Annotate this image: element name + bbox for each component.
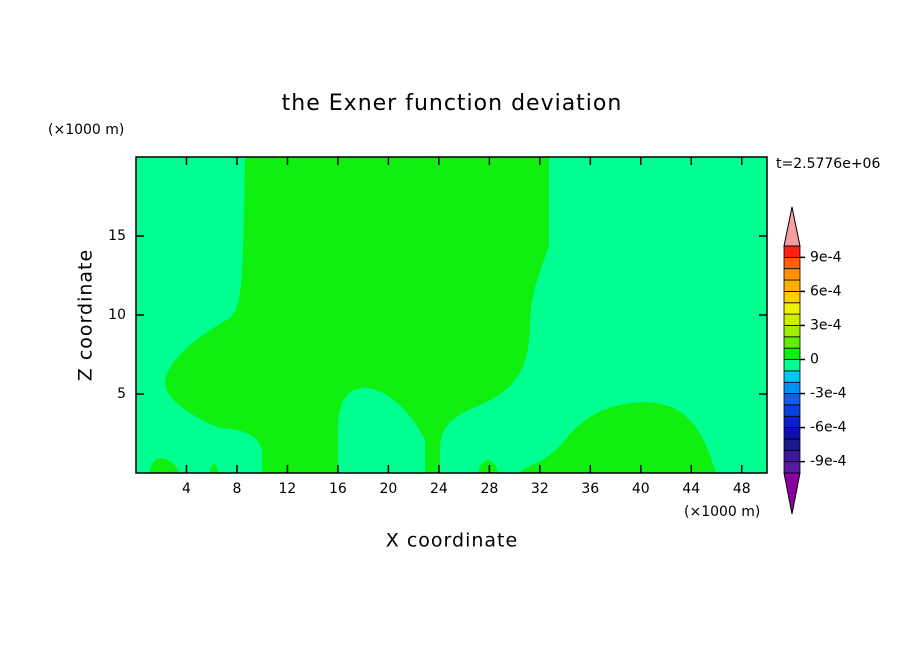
- time-label: t=2.5776e+06: [776, 156, 880, 172]
- colorbar-bin: [783, 438, 801, 451]
- colorbar-bin: [783, 245, 801, 258]
- x-tick-label: 16: [329, 481, 347, 497]
- x-tick-label: 24: [430, 481, 448, 497]
- x-tick-label: 48: [733, 481, 751, 497]
- colorbar-bin: [783, 461, 801, 474]
- contour-region: [210, 463, 218, 473]
- colorbar-bin: [783, 404, 801, 417]
- x-unit: (×1000 m): [684, 504, 760, 520]
- colorbar-bin: [783, 268, 801, 281]
- colorbar-tick-label: 9e-4: [810, 249, 842, 265]
- x-axis-label: X coordinate: [386, 530, 518, 552]
- x-tick-label: 44: [682, 481, 700, 497]
- colorbar-tick-label: -3e-4: [810, 386, 847, 402]
- y-axis-label: Z coordinate: [75, 249, 97, 381]
- y-unit: (×1000 m): [48, 122, 124, 138]
- colorbar-bin: [783, 313, 801, 326]
- colorbar-tick-label: 0: [810, 352, 819, 368]
- x-tick-label: 28: [480, 481, 498, 497]
- y-tick-label: 10: [108, 307, 126, 323]
- colorbar-bin: [783, 381, 801, 394]
- colorbar-bin: [783, 302, 801, 315]
- colorbar-bin: [783, 279, 801, 292]
- colorbar-bin: [783, 370, 801, 383]
- colorbar-bin: [783, 449, 801, 463]
- contour-fill: [136, 157, 767, 473]
- x-tick-label: 32: [531, 481, 549, 497]
- colorbar-under: [783, 472, 801, 515]
- contour-region: [165, 157, 549, 473]
- x-tick-label: 12: [279, 481, 297, 497]
- colorbar-tick-label: -6e-4: [810, 420, 847, 436]
- colorbar-bin: [783, 359, 801, 372]
- y-tick-label: 15: [108, 228, 126, 244]
- colorbar-tick-label: 3e-4: [810, 317, 842, 333]
- y-tick-label: 5: [117, 386, 126, 402]
- contour-region: [150, 458, 180, 473]
- colorbar-bin: [783, 325, 801, 338]
- colorbar-bin: [783, 290, 801, 304]
- colorbar-tick-label: 6e-4: [810, 283, 842, 299]
- colorbar-bin: [783, 256, 801, 270]
- colorbar-bin: [783, 336, 801, 349]
- colorbar-bin: [783, 347, 801, 360]
- colorbar-over: [783, 206, 801, 247]
- x-tick-label: 36: [581, 481, 599, 497]
- colorbar-bin: [783, 415, 801, 429]
- x-tick-label: 8: [232, 481, 241, 497]
- colorbar-bin: [783, 427, 801, 440]
- x-tick-label: 40: [632, 481, 650, 497]
- colorbar-tick-label: -9e-4: [810, 454, 847, 470]
- chart-title: the Exner function deviation: [282, 91, 623, 116]
- colorbar-bin: [783, 393, 801, 406]
- contour-region: [520, 402, 715, 473]
- contour-region: [478, 460, 498, 473]
- x-tick-label: 4: [182, 481, 191, 497]
- x-tick-label: 20: [379, 481, 397, 497]
